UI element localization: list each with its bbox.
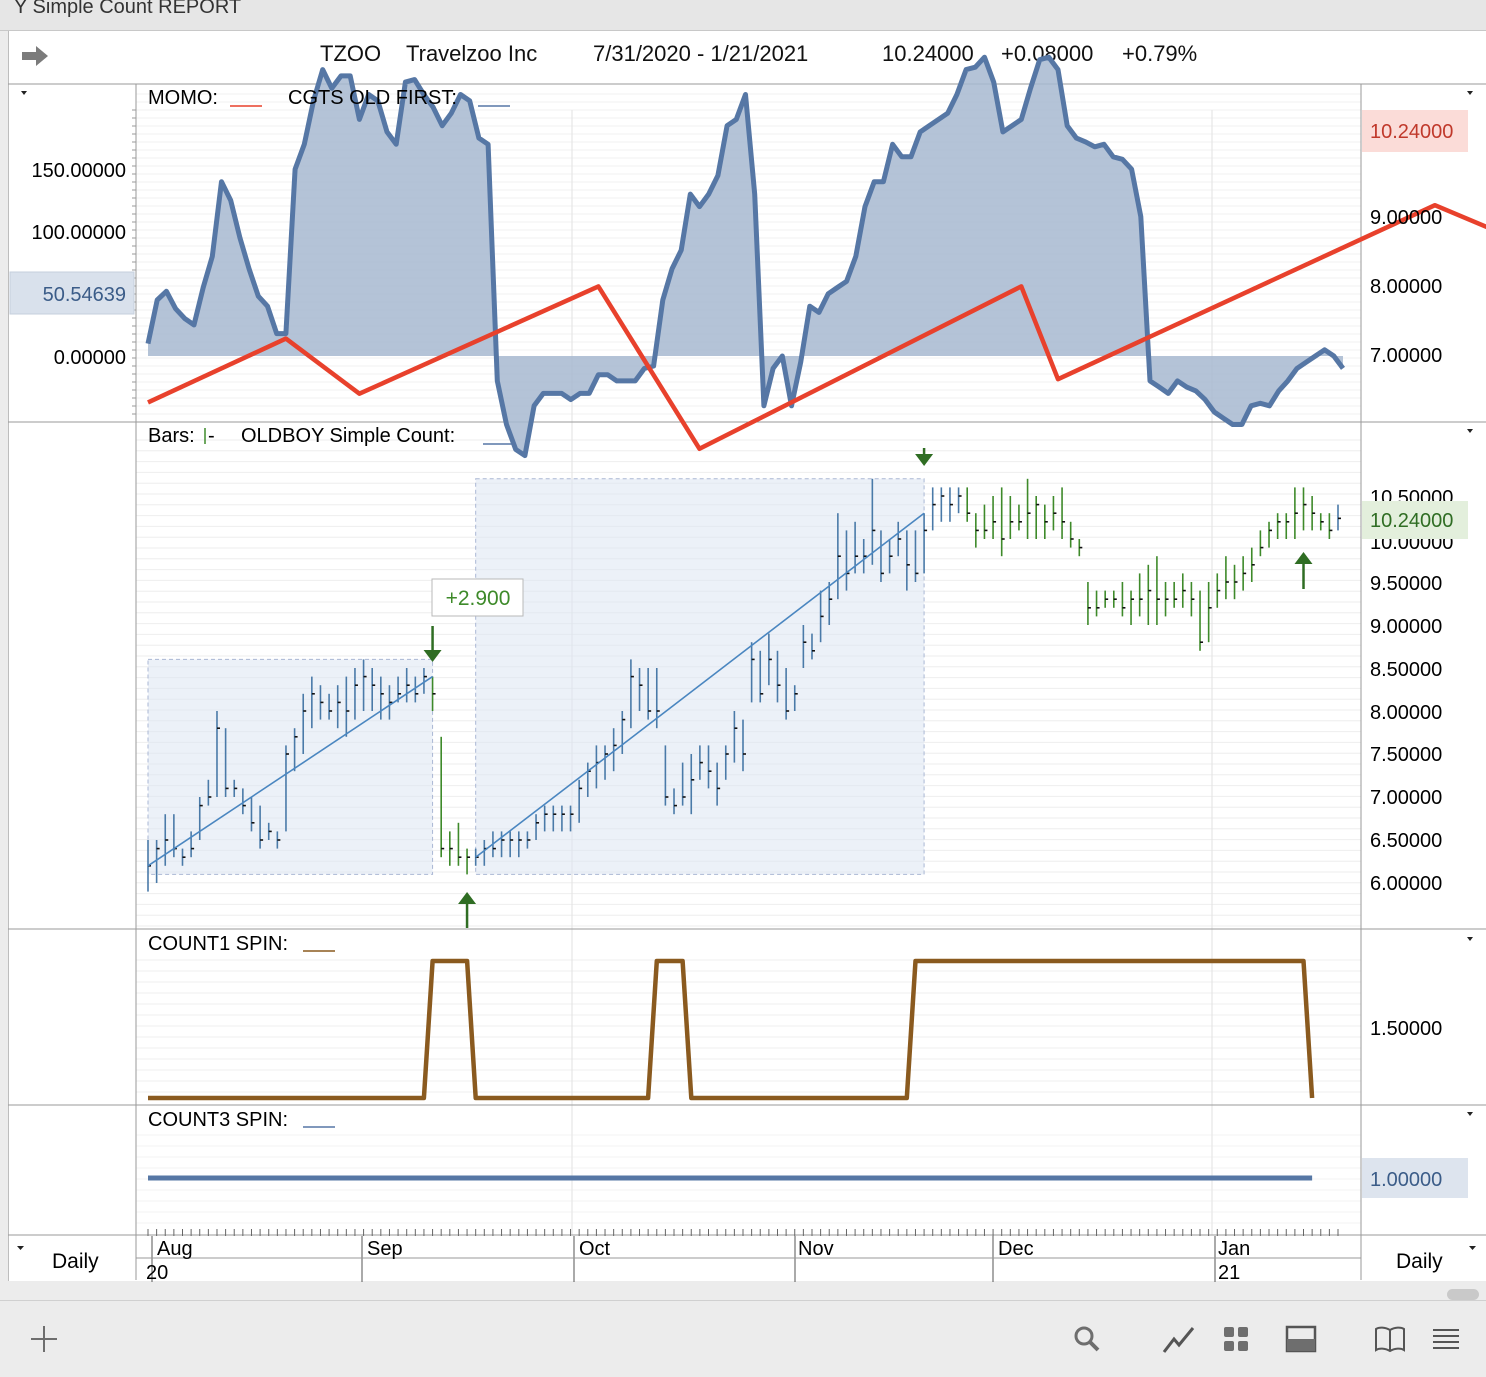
month-jan: Jan bbox=[1218, 1238, 1250, 1260]
count1-spin-line bbox=[148, 958, 1315, 1101]
oldboy-count-line bbox=[475, 512, 925, 858]
pane-menu-icon[interactable] bbox=[1467, 937, 1473, 941]
sell-arrow-head bbox=[423, 650, 442, 662]
price-last-badge bbox=[1362, 501, 1468, 539]
month-sep: Sep bbox=[367, 1238, 403, 1260]
legend-count1: COUNT1 SPIN: bbox=[148, 933, 288, 955]
price-change-pct: +0.79% bbox=[1122, 41, 1198, 66]
period-right[interactable]: Daily bbox=[1396, 1250, 1443, 1273]
grid-layout-icon[interactable] bbox=[1221, 1323, 1251, 1355]
search-icon[interactable] bbox=[1071, 1323, 1103, 1355]
month-nov: Nov bbox=[798, 1238, 834, 1260]
quote-header: TZOO Travelzoo Inc 7/31/2020 - 1/21/2021… bbox=[8, 31, 1486, 83]
sell-arrow-head bbox=[915, 454, 934, 466]
momo-right-last: 10.24000 bbox=[1370, 121, 1453, 143]
momo-right-last-badge bbox=[1362, 110, 1468, 152]
date-range: 7/31/2020 - 1/21/2021 bbox=[593, 41, 809, 66]
menu-icon[interactable] bbox=[1430, 1323, 1462, 1355]
panel-layout-icon[interactable] bbox=[1285, 1323, 1317, 1355]
momo-right-label-7: 7.00000 bbox=[1370, 345, 1442, 367]
momo-left-label-100: 100.00000 bbox=[31, 222, 126, 244]
count-range-box bbox=[147, 658, 434, 875]
pane-menu-icon[interactable] bbox=[1467, 1112, 1473, 1116]
price-label-8.5: 8.50000 bbox=[1370, 659, 1442, 681]
legend-count3: COUNT3 SPIN: bbox=[148, 1109, 288, 1131]
momo-left-label-0: 0.00000 bbox=[54, 347, 126, 369]
price-plot bbox=[147, 448, 1341, 928]
period-menu-icon[interactable] bbox=[1469, 1246, 1476, 1250]
last-price: 10.24000 bbox=[882, 41, 974, 66]
momo-right-label-9: 9.00000 bbox=[1370, 207, 1442, 229]
window-title: Y Simple Count REPORT bbox=[14, 0, 242, 18]
company-name: Travelzoo Inc bbox=[406, 41, 538, 66]
momo-current-value: 50.54639 bbox=[43, 284, 126, 306]
count-range-box bbox=[475, 478, 925, 875]
symbol: TZOO bbox=[320, 41, 382, 66]
momo-right-label-8: 8.00000 bbox=[1370, 276, 1442, 298]
count-plots bbox=[148, 958, 1315, 1181]
legend-bars-dash: - bbox=[208, 425, 215, 447]
pane-menu-icon[interactable] bbox=[1467, 429, 1473, 433]
month-oct: Oct bbox=[579, 1238, 611, 1260]
count3-label-1.0: 1.00000 bbox=[1370, 1169, 1442, 1191]
window-titlebar: Y Simple Count REPORT bbox=[0, 0, 1486, 31]
month-dec: Dec bbox=[998, 1238, 1034, 1260]
oldboy-count-line bbox=[147, 675, 434, 867]
pane-menu-icon[interactable] bbox=[21, 91, 27, 95]
price-label-6.0: 6.00000 bbox=[1370, 873, 1442, 895]
line-chart-icon[interactable] bbox=[1162, 1323, 1196, 1355]
period-menu-icon[interactable] bbox=[17, 1246, 24, 1250]
buy-arrow-head bbox=[1294, 552, 1313, 564]
horizontal-scrollbar[interactable] bbox=[1447, 1289, 1479, 1300]
price-last: 10.24000 bbox=[1370, 510, 1453, 532]
price-label-7.0: 7.00000 bbox=[1370, 787, 1442, 809]
add-icon[interactable] bbox=[28, 1323, 60, 1355]
momo-current-value-badge bbox=[9, 271, 135, 315]
gain-annotation: +2.900 bbox=[446, 587, 511, 610]
count3-value-badge bbox=[1362, 1158, 1468, 1198]
legend-oldboy: OLDBOY Simple Count: bbox=[241, 425, 455, 447]
price-label-6.5: 6.50000 bbox=[1370, 830, 1442, 852]
momo-line bbox=[147, 202, 1486, 452]
legend-cgts: CGTS OLD FIRST: bbox=[288, 87, 457, 109]
buy-arrow-head bbox=[458, 892, 477, 904]
legend-momo: MOMO: bbox=[148, 87, 218, 109]
time-axis bbox=[136, 1229, 1361, 1282]
momo-left-label-150: 150.00000 bbox=[31, 160, 126, 182]
price-label-9.0: 9.00000 bbox=[1370, 616, 1442, 638]
gain-annotation-box bbox=[431, 578, 524, 617]
book-icon[interactable] bbox=[1373, 1323, 1407, 1355]
price-label-8.0: 8.00000 bbox=[1370, 702, 1442, 724]
period-left[interactable]: Daily bbox=[52, 1250, 99, 1273]
legend-bars: Bars: bbox=[148, 425, 195, 447]
bottom-toolbar bbox=[0, 1300, 1486, 1377]
price-label-7.5: 7.50000 bbox=[1370, 744, 1442, 766]
price-label-9.5: 9.50000 bbox=[1370, 573, 1442, 595]
month-aug: Aug bbox=[157, 1238, 193, 1260]
year-20: 20 bbox=[146, 1262, 168, 1284]
year-21: 21 bbox=[1218, 1262, 1240, 1284]
forward-arrow-icon[interactable] bbox=[20, 41, 50, 71]
pane-frames bbox=[8, 83, 1486, 1280]
pane-menu-icon[interactable] bbox=[1467, 91, 1473, 95]
momentum-plot bbox=[145, 54, 1486, 459]
cgts-line bbox=[145, 54, 1346, 459]
count1-label-1.5: 1.50000 bbox=[1370, 1018, 1442, 1040]
